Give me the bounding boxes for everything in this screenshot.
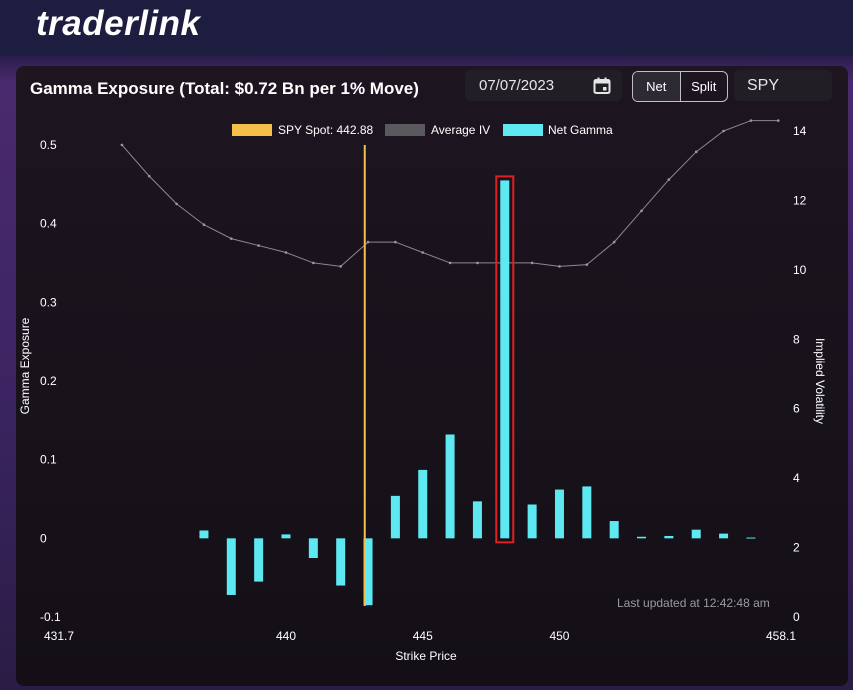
x-tick-label: 445 [413,629,433,643]
y2-axis-label: Implied Volatility [813,338,827,424]
gamma-bar [582,486,592,539]
split-button[interactable]: Split [691,79,717,94]
gamma-exposure-chart: 0.5 0.4 0.3 0.2 0.1 0 -0.1 14 12 10 8 6 4 2 0 431.7 440 4… [18,119,827,663]
y-tick-label: 0.3 [40,295,57,309]
symbol-value: SPY [747,77,780,94]
y2-tick-label: 8 [793,332,800,346]
iv-point [585,263,589,266]
iv-point [339,265,342,268]
iv-point [776,119,780,122]
x-tick-label: 431.7 [44,629,74,643]
date-picker[interactable]: 07/07/2023 [465,70,622,101]
gamma-exposure-panel: Gamma Exposure (Total: $0.72 Bn per 1% M… [16,66,848,686]
iv-point [694,150,698,154]
iv-point [312,261,315,265]
gamma-bar [609,521,619,539]
y-axis-label: Gamma Exposure [18,317,32,414]
gamma-bar [554,489,564,539]
iv-point [202,223,206,227]
gamma-bar [363,538,373,606]
iv-point [421,251,425,254]
x-axis-label: Strike Price [395,649,457,663]
legend-label-gamma: Net Gamma [548,123,613,137]
y-tick-label: -0.1 [40,610,61,624]
legend-swatch-spot [232,124,272,136]
highlight-box [495,175,515,544]
gamma-bar [500,180,510,539]
gamma-bar [746,537,756,539]
iv-point [366,240,370,244]
iv-point [229,237,233,240]
iv-point [476,261,479,265]
panel-title: Gamma Exposure (Total: $0.72 Bn per 1% M… [30,79,419,98]
net-button[interactable]: Net [633,72,681,101]
legend-label-spot: SPY Spot: 442.88 [278,123,374,137]
y-tick-label: 0 [40,531,47,545]
gamma-bar [527,504,537,539]
gamma-bar [691,529,701,539]
gamma-bar [418,469,428,539]
gamma-bar [664,535,674,539]
y-tick-label: 0.2 [40,374,57,388]
iv-point [257,244,260,247]
gamma-bar [390,495,400,539]
gamma-bar [281,534,291,539]
y2-tick-label: 2 [793,541,800,555]
iv-point [722,129,725,133]
y2-tick-label: 10 [793,263,807,277]
gamma-bar [445,434,455,539]
iv-point [558,265,561,268]
calendar-icon[interactable] [592,76,612,96]
gamma-bar [637,536,647,539]
y2-tick-label: 4 [793,471,800,485]
legend-swatch-gamma [503,124,543,136]
brand-logo[interactable]: traderlink [36,4,201,43]
iv-point [749,119,753,122]
iv-point [284,251,288,254]
gamma-bar [308,538,318,558]
y-tick-label: 0.1 [40,453,57,467]
iv-point [147,174,151,178]
net-split-toggle: Net Split [632,71,728,102]
x-tick-label: 450 [549,629,569,643]
iv-point [448,261,452,265]
gamma-bar [719,533,729,539]
top-bar: traderlink [0,0,853,56]
y-tick-label: 0.5 [40,138,57,152]
iv-point [640,209,643,213]
iv-point [612,240,616,244]
iv-series-line [121,120,779,267]
legend-swatch-iv [385,124,425,136]
gamma-bar [226,538,236,595]
iv-point [175,202,178,206]
gamma-bar [199,530,209,539]
last-updated-text: Last updated at 12:42:48 am [617,596,770,610]
y-tick-label: 0.4 [40,217,57,231]
iv-point [394,240,397,244]
y2-tick-label: 6 [793,402,800,416]
gamma-bar [254,538,264,582]
legend-label-iv: Average IV [431,123,490,137]
iv-point [120,143,124,147]
iv-point [530,261,534,265]
y2-tick-label: 14 [793,124,807,138]
gamma-bar [336,538,346,586]
symbol-input[interactable]: SPY [734,70,832,101]
x-tick-label: 440 [276,629,296,643]
gamma-bar [472,501,482,539]
date-value: 07/07/2023 [479,77,555,94]
y2-tick-label: 12 [793,193,807,207]
y2-tick-label: 0 [793,610,800,624]
x-tick-label: 458.1 [766,629,796,643]
iv-point [667,178,671,181]
